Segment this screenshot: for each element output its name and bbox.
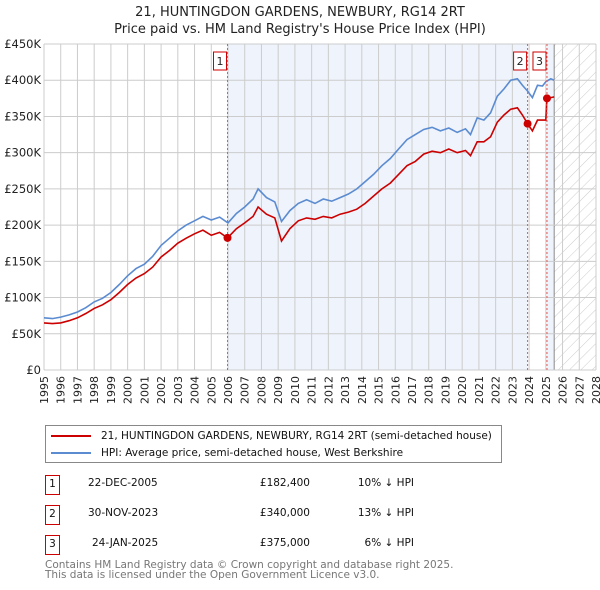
x-tick-label: 2017 bbox=[406, 376, 419, 404]
x-tick-label: 2001 bbox=[138, 376, 151, 404]
hpi-line bbox=[43, 77, 555, 320]
legend-item-hpi: HPI: Average price, semi-detached house,… bbox=[51, 445, 403, 461]
sale-label: 3 bbox=[536, 55, 543, 68]
x-tick-label: 1995 bbox=[38, 376, 51, 404]
y-tick-label: £300K bbox=[4, 146, 41, 160]
x-tick-label: 2011 bbox=[306, 376, 319, 404]
sale-hpi-diff: 10% ↓ HPI bbox=[357, 477, 414, 489]
x-tick-label: 2003 bbox=[172, 376, 185, 404]
ownership-shade bbox=[546, 44, 555, 370]
x-tick-label: 2000 bbox=[122, 376, 135, 404]
y-tick-label: £100K bbox=[4, 291, 41, 305]
x-tick-label: 2009 bbox=[272, 376, 285, 404]
y-tick-label: £200K bbox=[4, 218, 41, 232]
property-price-line bbox=[43, 96, 555, 325]
x-tick-label: 2016 bbox=[389, 376, 402, 404]
sale-price: £182,400 bbox=[259, 477, 310, 489]
x-tick-label: 2026 bbox=[557, 376, 570, 404]
x-tick-label: 2024 bbox=[523, 376, 536, 404]
x-tick-label: 2006 bbox=[222, 376, 235, 404]
sale-row: 2 30-NOV-2023 £340,000 13% ↓ HPI bbox=[45, 505, 445, 525]
x-tick-label: 2018 bbox=[423, 376, 436, 404]
x-tick-label: 1997 bbox=[71, 376, 84, 404]
y-tick-label: £400K bbox=[4, 73, 41, 87]
x-tick-label: 2004 bbox=[189, 376, 202, 404]
sale-price: £340,000 bbox=[259, 507, 310, 519]
chart-title: 21, HUNTINGDON GARDENS, NEWBURY, RG14 2R… bbox=[135, 5, 465, 20]
x-tick-label: 2013 bbox=[339, 376, 352, 404]
x-tick-label: 2023 bbox=[506, 376, 519, 404]
footer: Contains HM Land Registry data © Crown c… bbox=[45, 559, 454, 581]
footer-copyright: Contains HM Land Registry data © Crown c… bbox=[45, 559, 454, 571]
x-tick-label: 2005 bbox=[205, 376, 218, 404]
x-tick-label: 2022 bbox=[490, 376, 503, 404]
y-tick-label: £50K bbox=[12, 327, 42, 341]
y-tick-label: £450K bbox=[4, 37, 41, 51]
x-tick-label: 2021 bbox=[473, 376, 486, 404]
property-line-swatch bbox=[51, 435, 91, 437]
sale-label-box bbox=[532, 51, 547, 71]
x-tick-label: 2027 bbox=[573, 376, 586, 404]
x-tick-label: 2015 bbox=[373, 376, 386, 404]
sale-date: 22-DEC-2005 bbox=[88, 477, 158, 489]
legend-label: 21, HUNTINGDON GARDENS, NEWBURY, RG14 2R… bbox=[101, 430, 492, 442]
footer-licence: This data is licensed under the Open Gov… bbox=[45, 569, 380, 581]
sale-number-badge: 1 bbox=[45, 475, 60, 495]
y-tick-label: £150K bbox=[4, 254, 41, 268]
sale-hpi-diff: 13% ↓ HPI bbox=[357, 507, 414, 519]
x-tick-label: 2014 bbox=[356, 376, 369, 404]
sale-number-badge: 2 bbox=[45, 505, 60, 525]
x-tick-label: 2008 bbox=[255, 376, 268, 404]
sale-date: 30-NOV-2023 bbox=[88, 507, 159, 519]
x-tick-label: 1996 bbox=[55, 376, 68, 404]
legend-item-property: 21, HUNTINGDON GARDENS, NEWBURY, RG14 2R… bbox=[51, 428, 492, 444]
sale-row: 1 22-DEC-2005 £182,400 10% ↓ HPI bbox=[45, 475, 445, 495]
x-tick-label: 2025 bbox=[540, 376, 553, 404]
sale-label-box bbox=[212, 51, 227, 71]
sale-date: 24-JAN-2025 bbox=[92, 537, 159, 549]
legend-label: HPI: Average price, semi-detached house,… bbox=[101, 447, 404, 459]
y-tick-label: £350K bbox=[4, 109, 41, 123]
x-tick-label: 1998 bbox=[88, 376, 101, 404]
sale-number-badge: 3 bbox=[45, 535, 60, 555]
x-tick-label: 1999 bbox=[105, 376, 118, 404]
sale-point bbox=[542, 94, 551, 103]
x-tick-label: 2020 bbox=[456, 376, 469, 404]
sale-label: 2 bbox=[517, 55, 524, 68]
sale-point bbox=[523, 119, 532, 128]
sale-row: 3 24-JAN-2025 £375,000 6% ↓ HPI bbox=[45, 535, 445, 555]
chart-subtitle: Price paid vs. HM Land Registry's House … bbox=[114, 22, 486, 37]
x-tick-label: 2010 bbox=[289, 376, 302, 404]
sale-point bbox=[223, 233, 232, 242]
ownership-shade bbox=[227, 44, 528, 370]
sale-price: £375,000 bbox=[259, 537, 310, 549]
forecast-hatch bbox=[554, 44, 596, 370]
sale-label: 1 bbox=[216, 55, 223, 68]
x-tick-label: 2012 bbox=[322, 376, 335, 404]
sale-label-box bbox=[513, 51, 528, 71]
sale-hpi-diff: 6% ↓ HPI bbox=[364, 537, 414, 549]
y-tick-label: £250K bbox=[4, 182, 41, 196]
x-tick-label: 2019 bbox=[439, 376, 452, 404]
hpi-line-swatch bbox=[51, 452, 91, 454]
x-tick-label: 2028 bbox=[590, 376, 600, 404]
legend: 21, HUNTINGDON GARDENS, NEWBURY, RG14 2R… bbox=[45, 425, 502, 463]
x-tick-label: 2002 bbox=[155, 376, 168, 404]
x-tick-label: 2007 bbox=[239, 376, 252, 404]
y-tick-label: £0 bbox=[26, 363, 41, 377]
